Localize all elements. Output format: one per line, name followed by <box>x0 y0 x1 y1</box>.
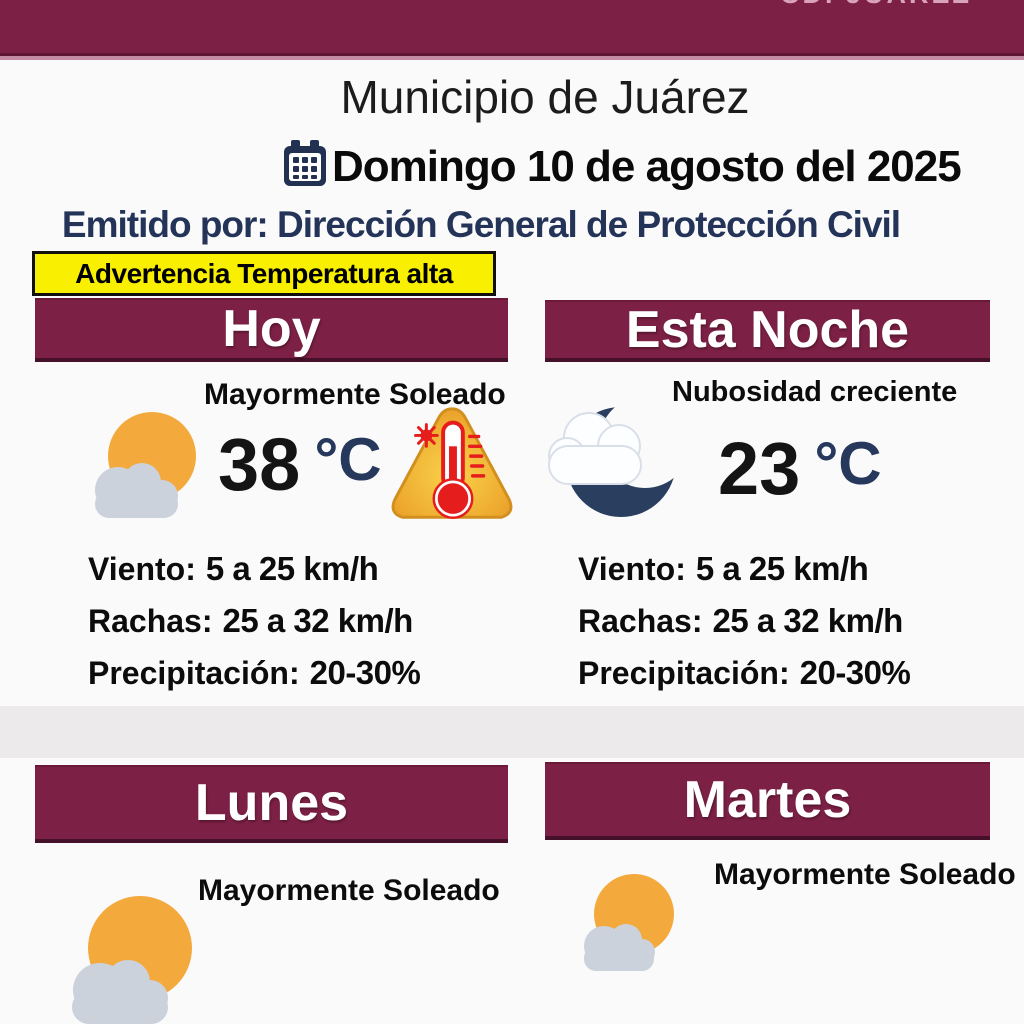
gusts-label: Rachas: <box>88 603 213 639</box>
today-title: Hoy <box>222 300 321 358</box>
today-gusts-row: Rachas: 25 a 32 km/h <box>88 602 558 654</box>
tuesday-title: Martes <box>683 771 852 829</box>
top-banner: CD. JUÁREZ <box>0 0 1024 53</box>
tonight-temp-unit: °C <box>814 430 882 497</box>
tonight-wind-row: Viento: 5 a 25 km/h <box>578 550 1024 602</box>
sun-behind-cloud-icon <box>574 866 680 989</box>
monday-condition: Mayormente Soleado <box>198 874 500 907</box>
tonight-temp-value: 23 <box>718 427 801 510</box>
banner-divider-pink <box>0 56 1024 60</box>
banner-divider-dark <box>0 53 1024 56</box>
precipitation-value: 20-30% <box>309 654 421 691</box>
today-header-bar: Hoy <box>35 298 508 362</box>
wind-value: 5 a 25 km/h <box>205 550 379 587</box>
today-temperature: 38 °C <box>218 428 382 502</box>
precipitation-label: Precipitación: <box>578 655 790 691</box>
heat-warning-text: Advertencia Temperatura alta <box>75 257 453 289</box>
today-wind-row: Viento: 5 a 25 km/h <box>88 550 558 602</box>
tonight-precipitation-row: Precipitación: 20-30% <box>578 654 1024 706</box>
sun-behind-cloud-icon <box>82 398 200 535</box>
issued-by: Emitido por: Dirección General de Protec… <box>61 204 901 245</box>
sun-behind-cloud-icon <box>58 878 206 1024</box>
section-gap-band <box>0 706 1024 758</box>
tuesday-header-bar: Martes <box>545 762 990 840</box>
gusts-value: 25 a 32 km/h <box>222 602 414 639</box>
date-row: Domingo 10 de agosto del 2025 <box>282 140 962 193</box>
tonight-gusts-row: Rachas: 25 a 32 km/h <box>578 602 1024 654</box>
forecast-date: Domingo 10 de agosto del 2025 <box>332 141 962 191</box>
heat-warning-badge: Advertencia Temperatura alta <box>32 251 496 296</box>
banner-clipped-text: CD. JUÁREZ <box>780 0 972 10</box>
precipitation-value: 20-30% <box>799 654 911 691</box>
precipitation-label: Precipitación: <box>88 655 300 691</box>
wind-label: Viento: <box>578 551 686 587</box>
today-precipitation-row: Precipitación: 20-30% <box>88 654 558 706</box>
gusts-label: Rachas: <box>578 603 703 639</box>
tonight-title: Esta Noche <box>625 301 910 359</box>
moon-behind-cloud-icon <box>543 390 683 537</box>
monday-header-bar: Lunes <box>35 765 508 843</box>
wind-value: 5 a 25 km/h <box>695 550 869 587</box>
tuesday-condition: Mayormente Soleado <box>714 858 1016 891</box>
calendar-icon <box>282 140 328 193</box>
wind-label: Viento: <box>88 551 196 587</box>
tonight-header-bar: Esta Noche <box>545 300 990 362</box>
today-condition: Mayormente Soleado <box>204 378 506 411</box>
today-details: Viento: 5 a 25 km/h Rachas: 25 a 32 km/h… <box>88 550 558 706</box>
gusts-value: 25 a 32 km/h <box>712 602 904 639</box>
monday-title: Lunes <box>194 774 349 832</box>
heat-warning-icon <box>383 396 521 543</box>
tonight-temperature: 23 °C <box>718 432 882 506</box>
page-title: Municipio de Juárez <box>340 71 750 123</box>
tonight-details: Viento: 5 a 25 km/h Rachas: 25 a 32 km/h… <box>578 550 1024 706</box>
today-temp-value: 38 <box>218 423 301 506</box>
today-temp-unit: °C <box>314 426 382 493</box>
tonight-condition: Nubosidad creciente <box>672 376 958 408</box>
